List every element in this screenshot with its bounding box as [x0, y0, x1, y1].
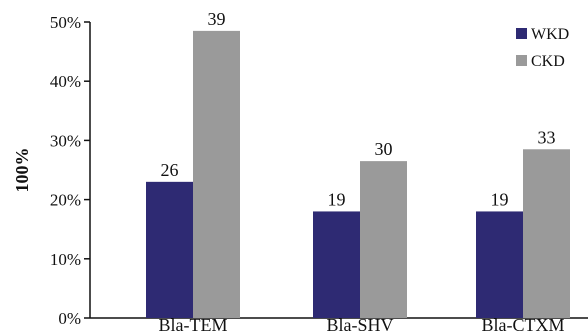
- y-tick-label: 0%: [58, 309, 81, 328]
- legend-swatch-wkd: [516, 28, 527, 39]
- data-label: 39: [208, 9, 226, 29]
- bar-ckd-bla-shv: [360, 161, 407, 318]
- category-label: Bla-CTXM: [482, 315, 565, 333]
- y-tick-label: 10%: [50, 250, 81, 269]
- bar-wkd-bla-shv: [313, 211, 360, 318]
- y-tick-label: 40%: [50, 72, 81, 91]
- bar-ckd-bla-tem: [193, 30, 240, 318]
- y-axis-label: 100%: [12, 148, 32, 193]
- category-label: Bla-SHV: [327, 315, 394, 333]
- legend-label-ckd: CKD: [531, 53, 565, 70]
- y-tick-label: 20%: [50, 191, 81, 210]
- y-tick-label: 50%: [50, 13, 81, 32]
- bar-ckd-bla-ctxm: [523, 149, 570, 318]
- data-label: 19: [328, 189, 346, 209]
- y-tick-label: 30%: [50, 131, 81, 150]
- legend-swatch-ckd: [516, 55, 527, 66]
- category-label: Bla-TEM: [159, 315, 228, 333]
- data-label: 33: [538, 127, 556, 147]
- bar-wkd-bla-tem: [146, 181, 193, 318]
- bar-wkd-bla-ctxm: [476, 211, 523, 318]
- data-label: 19: [491, 189, 509, 209]
- data-label: 30: [375, 139, 393, 159]
- legend-label-wkd: WKD: [531, 26, 569, 43]
- data-label: 26: [161, 160, 179, 180]
